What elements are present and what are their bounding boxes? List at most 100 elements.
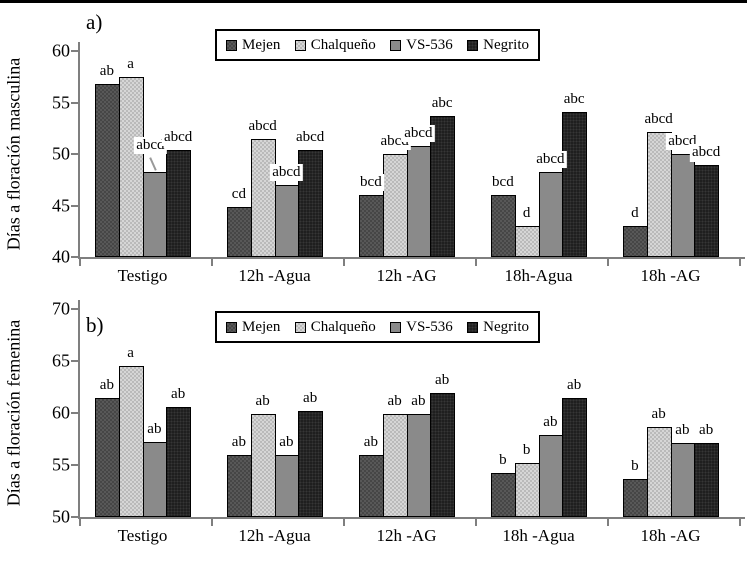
y-axis-title: Días a floración masculina — [3, 57, 24, 251]
x-category-label: 12h -AG — [376, 526, 437, 545]
bar-Negrito-18h -Agua — [562, 398, 587, 517]
bar-Mejen-18h-Agua — [491, 195, 516, 257]
legend-swatch-icon — [226, 39, 237, 51]
bar-Mejen-Testigo — [95, 398, 120, 517]
legend-item-Chalqueño: Chalqueño — [294, 36, 376, 54]
bar-VS-536-18h -Agua — [538, 434, 564, 517]
bar-Chalqueño-18h -AG — [646, 426, 672, 517]
sig-label: abcd — [270, 163, 303, 182]
sig-label: b — [629, 457, 641, 475]
sig-label: ab — [409, 393, 428, 411]
y-tick — [71, 153, 78, 155]
sig-label: ab — [253, 393, 272, 411]
sig-label: abcd — [134, 136, 167, 154]
bar-Chalqueño-18h -Agua — [514, 462, 540, 517]
legend-item-VS-536: VS-536 — [390, 37, 453, 54]
bar-Mejen-12h -AG — [359, 454, 384, 517]
sig-label: abcd — [246, 117, 279, 135]
top-border-line — [0, 0, 747, 3]
x-tick — [739, 519, 741, 526]
legend-item-Mejen: Mejen — [226, 319, 280, 336]
bar-Negrito-12h -AG — [430, 393, 455, 517]
sig-label: abcd — [642, 111, 675, 129]
y-tick — [71, 308, 78, 310]
x-tick — [343, 259, 345, 266]
panel-label: a) — [86, 10, 103, 34]
x-category-label: 12h -Agua — [238, 266, 311, 285]
x-axis — [78, 257, 745, 259]
y-tick — [71, 464, 78, 466]
sig-label: ab — [385, 393, 404, 411]
legend-box: Mejen Chalqueño VS-536 Negrito — [215, 29, 540, 61]
y-tick-label: 60 — [52, 402, 70, 423]
sig-label: ab — [229, 433, 248, 451]
x-tick — [739, 259, 741, 266]
sig-label: ab — [433, 372, 452, 390]
bar-Mejen-12h -AG — [359, 195, 384, 257]
y-tick-label: 55 — [52, 92, 70, 112]
sig-label: abcd — [402, 124, 435, 142]
x-tick — [607, 519, 609, 526]
x-tick — [211, 519, 213, 526]
bar-VS-536-18h-Agua — [538, 171, 564, 257]
sig-label: ab — [541, 413, 560, 432]
x-axis — [78, 517, 745, 519]
y-tick-label: 60 — [52, 40, 70, 61]
bar-Negrito-12h -Agua — [298, 410, 323, 517]
sig-label: ab — [361, 433, 380, 451]
bar-VS-536-Testigo — [142, 442, 168, 517]
bar-VS-536-12h -AG — [406, 414, 432, 517]
y-tick — [71, 360, 78, 362]
y-tick-label: 55 — [52, 454, 70, 475]
y-tick-label: 65 — [52, 350, 70, 371]
y-tick — [71, 256, 78, 258]
y-tick — [71, 101, 78, 104]
bar-Negrito-18h -AG — [694, 443, 719, 517]
sig-label: ab — [145, 421, 164, 439]
legend-item-Negrito: Negrito — [467, 37, 529, 54]
sig-label: a — [125, 55, 136, 73]
panel-label: b) — [86, 313, 104, 337]
legend-item-VS-536: VS-536 — [390, 319, 453, 336]
legend-swatch-icon — [467, 321, 479, 333]
y-tick — [71, 516, 78, 518]
legend-label: Chalqueño — [310, 36, 376, 53]
bar-Negrito-18h-Agua — [562, 111, 587, 257]
bar-VS-536-Testigo — [142, 171, 168, 257]
legend-item-Negrito: Negrito — [467, 319, 529, 336]
bar-Negrito-Testigo — [166, 406, 191, 517]
x-tick — [343, 519, 345, 526]
bar-Chalqueño-18h -AG — [646, 132, 672, 257]
sig-label: abcd — [689, 144, 723, 162]
sig-label: ab — [649, 405, 668, 423]
sig-label: abc — [561, 90, 587, 109]
bar-Mejen-12h -Agua — [227, 454, 252, 517]
sig-label: ab — [97, 377, 116, 395]
x-tick — [79, 259, 81, 266]
x-category-label: 12h -Agua — [238, 526, 311, 545]
bar-Chalqueño-12h -AG — [382, 414, 408, 517]
y-tick-label: 40 — [52, 246, 70, 267]
sig-label: d — [629, 205, 641, 223]
bar-Chalqueño-12h -AG — [382, 154, 408, 257]
x-category-label: Testigo — [117, 266, 168, 285]
legend-label: Mejen — [242, 318, 281, 335]
x-tick — [475, 259, 477, 266]
sig-label: cd — [229, 185, 248, 203]
y-tick-label: 50 — [52, 143, 70, 164]
x-tick — [211, 259, 213, 266]
x-tick — [607, 259, 609, 266]
sig-label: b — [520, 441, 533, 460]
y-tick-label: 70 — [52, 298, 70, 319]
bar-Mejen-18h -Agua — [491, 473, 516, 517]
bar-Mejen-Testigo — [95, 83, 120, 257]
legend-item-Mejen: Mejen — [226, 37, 280, 54]
x-category-label: 18h -AG — [640, 526, 701, 545]
sig-label: ab — [169, 385, 188, 403]
bar-VS-536-12h -Agua — [274, 184, 300, 257]
legend-box: Mejen Chalqueño VS-536 Negrito — [215, 311, 540, 343]
sig-label: ab — [673, 422, 692, 440]
y-tick — [71, 204, 78, 207]
sig-label: ab — [565, 377, 584, 395]
